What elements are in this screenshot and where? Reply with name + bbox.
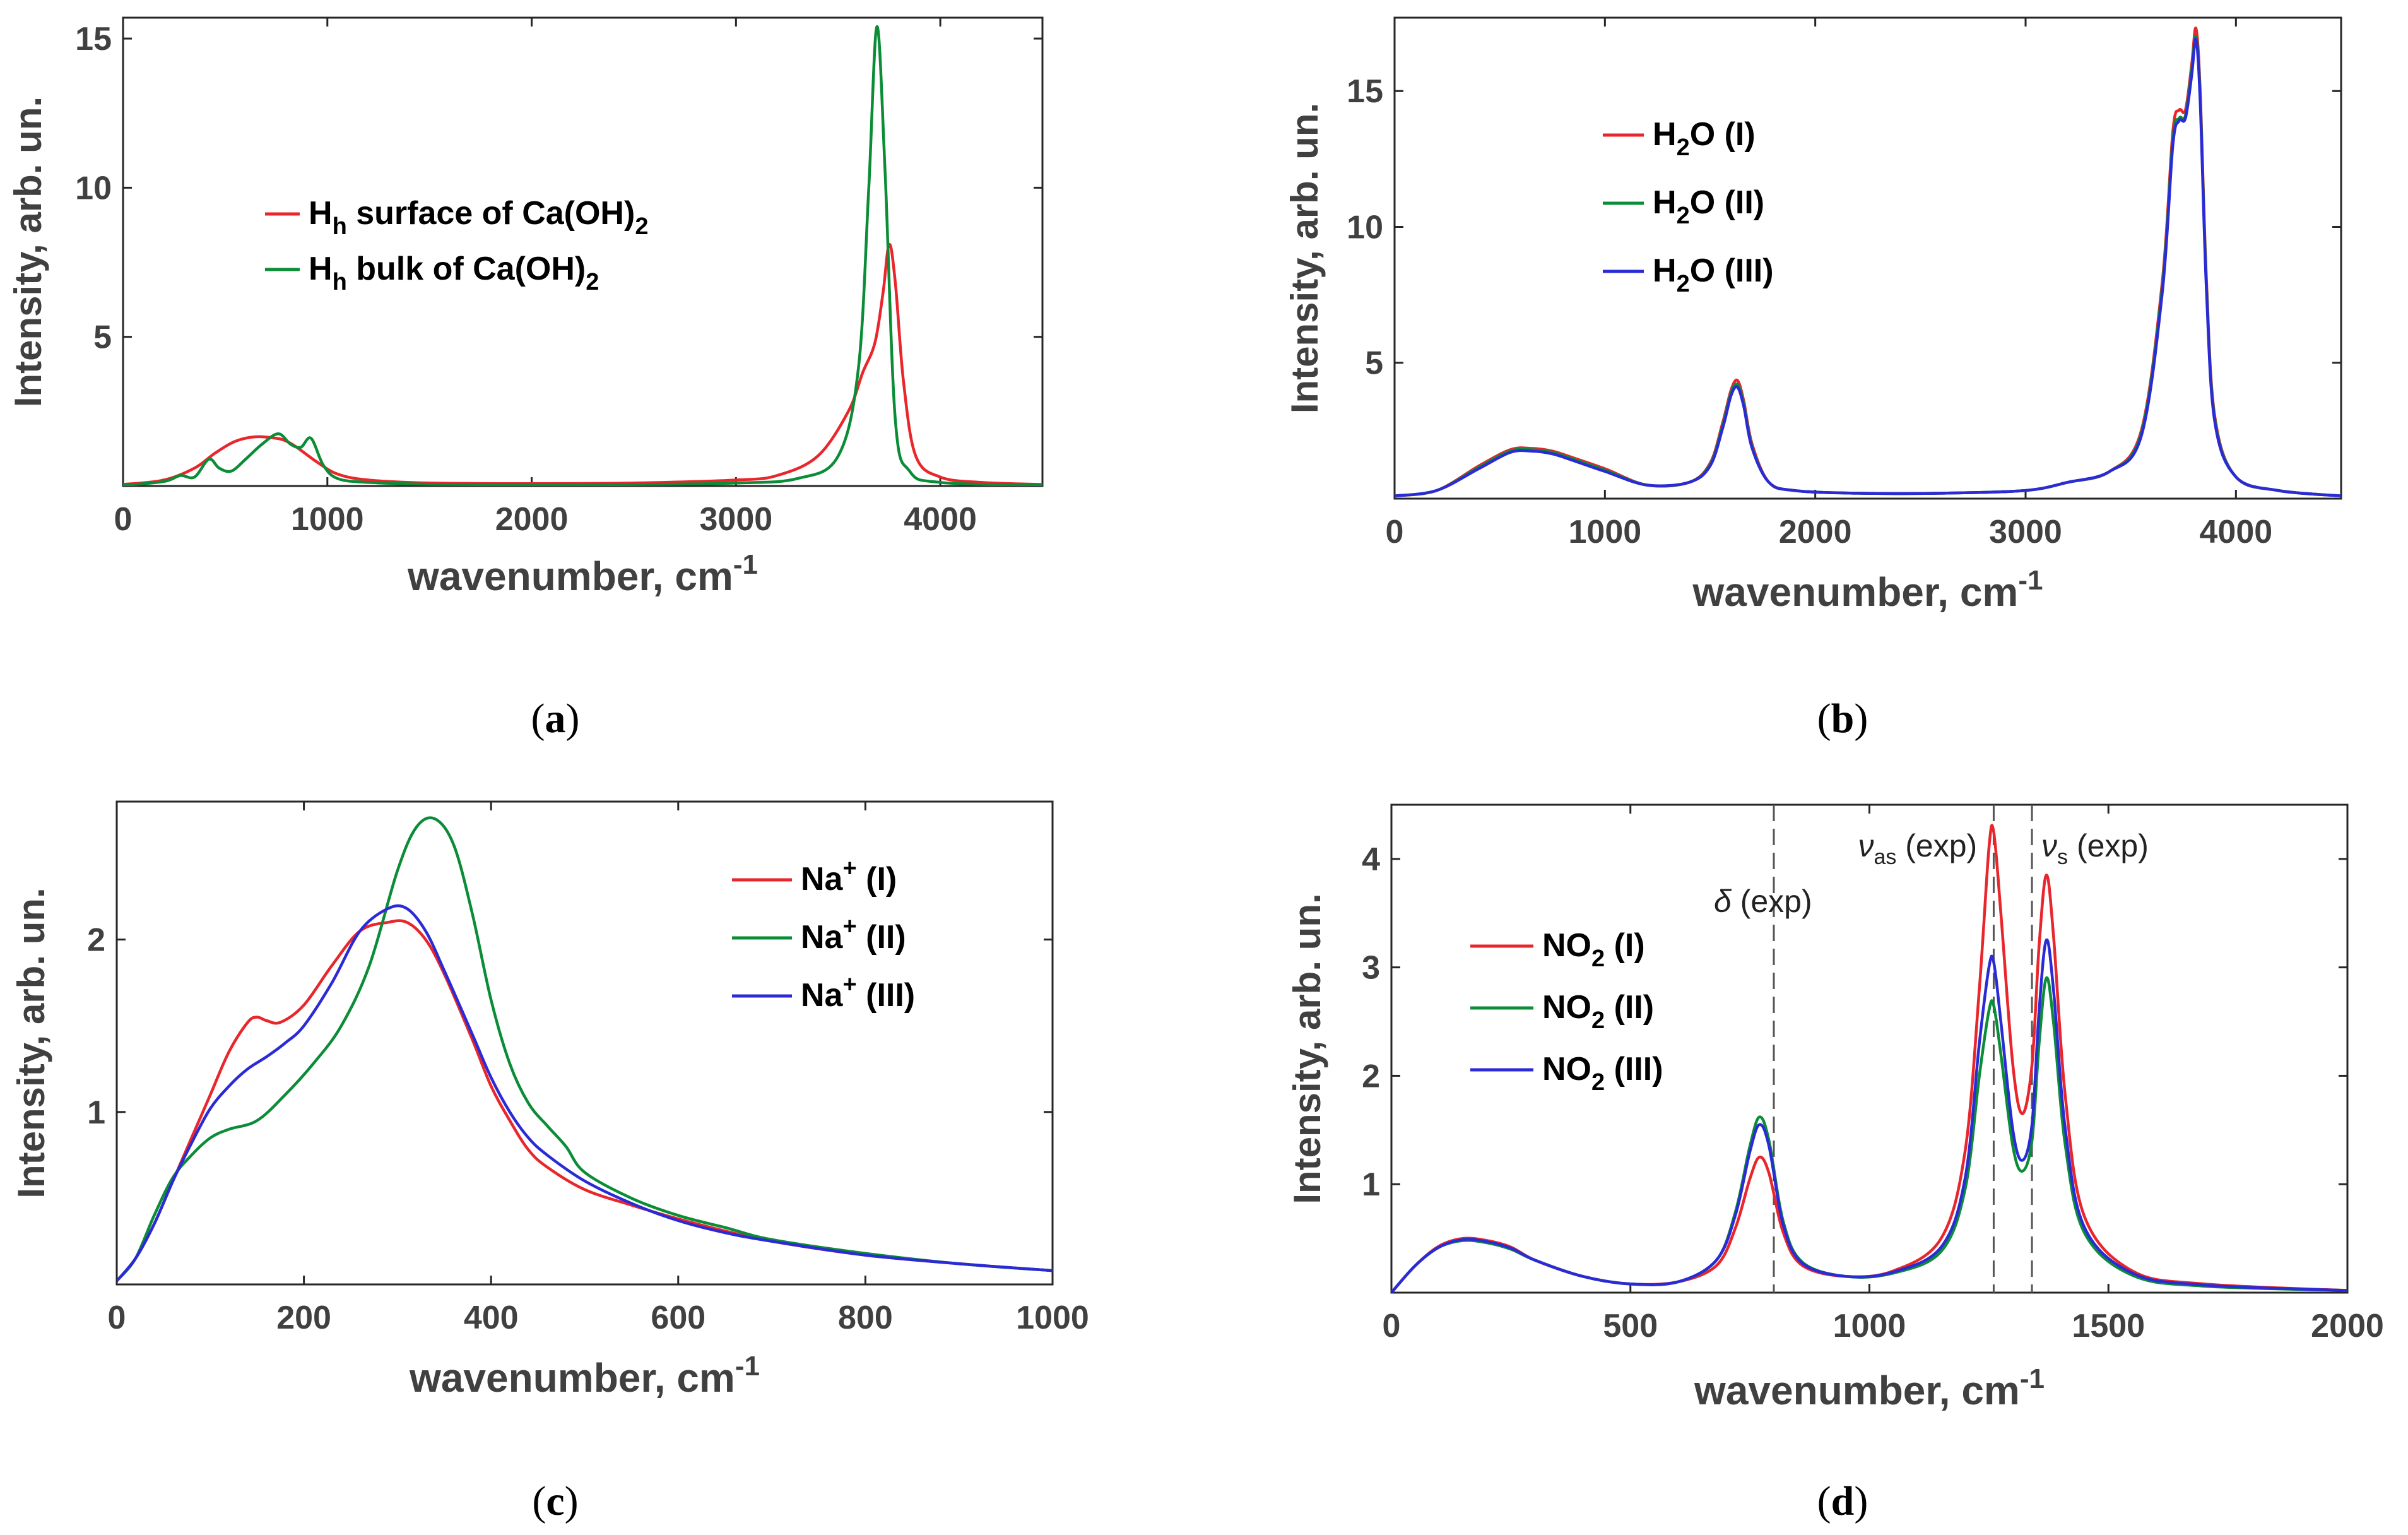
panel-a: 0 1000 2000 3000 4000 5 10 15 wavenumber, cm-1 In…: [7, 16, 1044, 742]
x-tick-label: 0: [1383, 1308, 1401, 1344]
y-tick-label: 4: [1362, 841, 1380, 878]
legend-entry: Hh surface of Ca(OH)2: [309, 195, 648, 240]
x-tick-label: 4000: [904, 501, 977, 538]
legend-entry: NO2 (I): [1542, 927, 1645, 972]
y-tick-label: 5: [93, 319, 112, 356]
legend-entry: Na+ (I): [801, 855, 897, 898]
y-tick-label: 2: [87, 922, 105, 959]
plot-frame: [1390, 803, 2349, 1294]
series-line: [123, 242, 1042, 486]
x-tick-label: 1000: [1568, 514, 1641, 550]
panel-d: 0 500 1000 1500 2000 1 2 3 4 wavenumber, cm-1 Inte…: [1286, 803, 2384, 1524]
y-tick-label: 10: [1347, 209, 1383, 246]
panel-caption: (a): [531, 696, 580, 742]
y-tick-label: 3: [1362, 950, 1380, 987]
x-tick-label: 400: [464, 1300, 519, 1336]
panel-caption: (b): [1817, 696, 1868, 742]
x-axis-label: wavenumber, cm-1: [1692, 565, 2043, 615]
series-line: [123, 25, 1042, 486]
series-line: [117, 816, 1053, 1282]
legend-entry: H2O (III): [1653, 252, 1774, 297]
panel-caption: (c): [532, 1478, 578, 1524]
x-tick-label: 0: [1386, 514, 1404, 550]
legend-entry: H2O (II): [1653, 184, 1764, 229]
x-tick-label: 500: [1603, 1308, 1658, 1344]
legend-entry: NO2 (III): [1542, 1051, 1663, 1096]
y-tick-label: 15: [1347, 73, 1383, 110]
reference-line-label: νas (exp): [1858, 828, 1977, 869]
x-tick-label: 1500: [2072, 1308, 2145, 1344]
x-tick-label: 2000: [1779, 514, 1852, 550]
x-tick-label: 4000: [2199, 514, 2272, 550]
plot-frame: [115, 800, 1054, 1286]
x-tick-label: 3000: [699, 501, 772, 538]
y-tick-label: 10: [75, 170, 112, 206]
y-tick-label: 1: [1362, 1166, 1380, 1203]
reference-line-label: δ (exp): [1714, 884, 1812, 919]
y-tick-label: 15: [75, 21, 112, 57]
x-tick-label: 600: [651, 1300, 705, 1336]
x-axis-label: wavenumber, cm-1: [407, 549, 758, 599]
panel-caption: (d): [1817, 1478, 1868, 1524]
x-tick-label: 0: [114, 501, 133, 538]
legend-entry: H2O (I): [1653, 116, 1756, 161]
y-tick-label: 1: [87, 1094, 105, 1131]
legend-entry: Hh bulk of Ca(OH)2: [309, 251, 599, 295]
plot-frame: [1393, 16, 2342, 500]
series-line: [117, 919, 1053, 1282]
series-line: [1395, 37, 2341, 497]
y-tick-label: 2: [1362, 1058, 1380, 1094]
x-tick-label: 200: [276, 1300, 331, 1336]
x-axis-label: wavenumber, cm-1: [1694, 1363, 2045, 1413]
x-tick-label: 1000: [1016, 1300, 1089, 1336]
series-line: [1391, 824, 2347, 1293]
x-tick-label: 0: [108, 1300, 126, 1336]
x-tick-label: 2000: [495, 501, 569, 538]
x-tick-label: 1000: [291, 501, 364, 538]
reference-line-label: νs (exp): [2041, 828, 2149, 869]
series-line: [1391, 938, 2347, 1293]
legend-entry: NO2 (II): [1542, 989, 1654, 1034]
y-axis-label: Intensity, arb. un.: [10, 887, 52, 1198]
legend-entry: Na+ (II): [801, 913, 906, 956]
x-tick-label: 1000: [1833, 1308, 1906, 1344]
y-tick-label: 5: [1365, 345, 1383, 382]
y-axis-label: Intensity, arb. un.: [1284, 103, 1326, 413]
x-tick-label: 3000: [1989, 514, 2062, 550]
x-tick-label: 2000: [2311, 1308, 2384, 1344]
legend-entry: Na+ (III): [801, 971, 915, 1014]
series-line: [117, 904, 1053, 1282]
x-tick-label: 800: [838, 1300, 893, 1336]
panel-b: 0 1000 2000 3000 4000 5 10 15 wavenumber, cm-1 In…: [1284, 16, 2342, 742]
y-axis-label: Intensity, arb. un.: [7, 97, 49, 407]
x-axis-label: wavenumber, cm-1: [409, 1351, 760, 1401]
series-line: [1391, 976, 2347, 1293]
y-axis-label: Intensity, arb. un.: [1286, 893, 1328, 1204]
panel-c: 0 200 400 600 800 1000 1 2 wavenumber, cm-1 Inten…: [10, 800, 1089, 1524]
